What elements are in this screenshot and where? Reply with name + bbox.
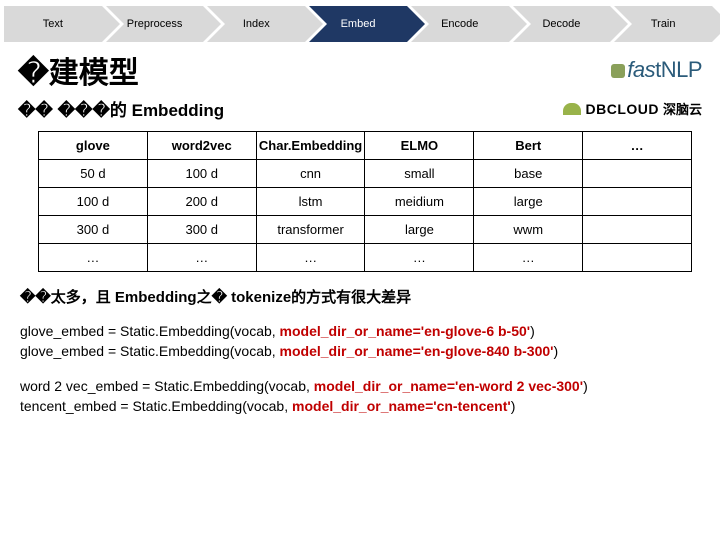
process-chevron-bar: Text Preprocess Index Embed Encode Decod… (4, 6, 716, 42)
th-elmo: ELMO (365, 132, 474, 160)
code-line: glove_embed = Static.Embedding(vocab, mo… (20, 341, 700, 361)
th-more: … (583, 132, 692, 160)
th-bert: Bert (474, 132, 583, 160)
dbcloud-logo: DBCLOUD 深脑云 (563, 99, 702, 118)
chevron-text: Text (4, 6, 102, 42)
chevron-label: Encode (441, 18, 478, 30)
dbcloud-text-en: DBCLOUD (585, 101, 659, 117)
chevron-embed: Embed (309, 6, 407, 42)
dbcloud-text-cn: 深脑云 (663, 99, 702, 118)
code-block-word2vec: word 2 vec_embed = Static.Embedding(voca… (0, 362, 720, 417)
table-header-row: glove word2vec Char.Embedding ELMO Bert … (39, 132, 692, 160)
chevron-label: Preprocess (127, 18, 183, 30)
chevron-preprocess: Preprocess (106, 6, 204, 42)
code-block-glove: glove_embed = Static.Embedding(vocab, mo… (0, 307, 720, 362)
chevron-label: Decode (542, 18, 580, 30)
th-charembed: Char.Embedding (256, 132, 365, 160)
code-line: word 2 vec_embed = Static.Embedding(voca… (20, 376, 700, 396)
fastnlp-logo-icon (611, 64, 625, 78)
embedding-table: glove word2vec Char.Embedding ELMO Bert … (38, 131, 692, 272)
table-row: 100 d 200 d lstm meidium large (39, 188, 692, 216)
summary-paragraph: ��太多，且 Embedding之� tokenize的方式有很大差异 (0, 272, 720, 307)
th-glove: glove (39, 132, 148, 160)
chevron-index: Index (207, 6, 305, 42)
dbcloud-icon (563, 103, 581, 115)
th-word2vec: word2vec (147, 132, 256, 160)
table-row: 300 d 300 d transformer large wwm (39, 216, 692, 244)
page-title: �建模型 (18, 48, 139, 92)
code-line: tencent_embed = Static.Embedding(vocab, … (20, 396, 700, 416)
fastnlp-logo: fastNLP (611, 57, 702, 83)
chevron-decode: Decode (513, 6, 611, 42)
code-line: glove_embed = Static.Embedding(vocab, mo… (20, 321, 700, 341)
chevron-encode: Encode (411, 6, 509, 42)
chevron-label: Embed (341, 18, 376, 30)
chevron-label: Text (43, 18, 63, 30)
table-row: … … … … … (39, 244, 692, 272)
chevron-label: Index (243, 18, 270, 30)
page-subtitle: �� ���的 Embedding (18, 96, 224, 121)
chevron-label: Train (651, 18, 676, 30)
table-row: 50 d 100 d cnn small base (39, 160, 692, 188)
chevron-train: Train (614, 6, 712, 42)
